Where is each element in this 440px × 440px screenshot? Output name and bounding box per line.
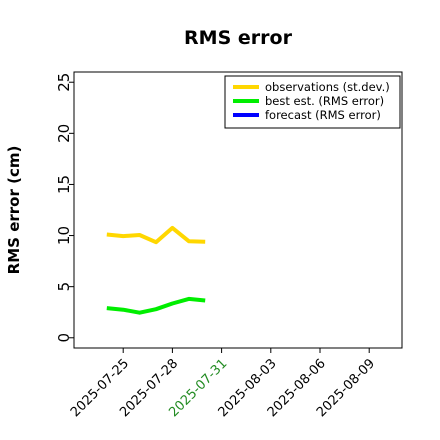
x-axis-ticks: 2025-07-252025-07-282025-07-312025-08-03…	[68, 348, 378, 420]
series-line	[106, 225, 206, 245]
series-line	[106, 296, 206, 315]
y-tick-label: 10	[55, 226, 73, 245]
legend: observations (st.dev.)best est. (RMS err…	[224, 75, 401, 129]
legend-label: observations (st.dev.)	[265, 80, 390, 94]
y-axis-ticks: 0 5 10 15 20 25	[55, 73, 74, 343]
y-tick-label: 15	[55, 175, 73, 194]
y-tick-label: 20	[55, 124, 73, 143]
chart-title: RMS error	[184, 27, 293, 49]
legend-label: best est. (RMS error)	[265, 94, 384, 108]
plot-area	[73, 71, 403, 349]
series-lines	[106, 225, 206, 315]
y-tick-label: 25	[55, 73, 73, 92]
y-tick-label: 5	[55, 282, 73, 292]
legend-label: forecast (RMS error)	[265, 108, 381, 122]
y-tick-label: 0	[55, 333, 73, 343]
y-axis-label: RMS error (cm)	[5, 146, 23, 275]
